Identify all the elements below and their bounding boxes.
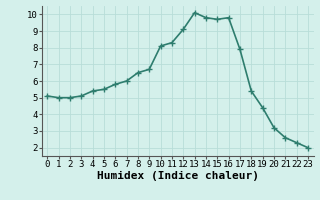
X-axis label: Humidex (Indice chaleur): Humidex (Indice chaleur) <box>97 171 259 181</box>
